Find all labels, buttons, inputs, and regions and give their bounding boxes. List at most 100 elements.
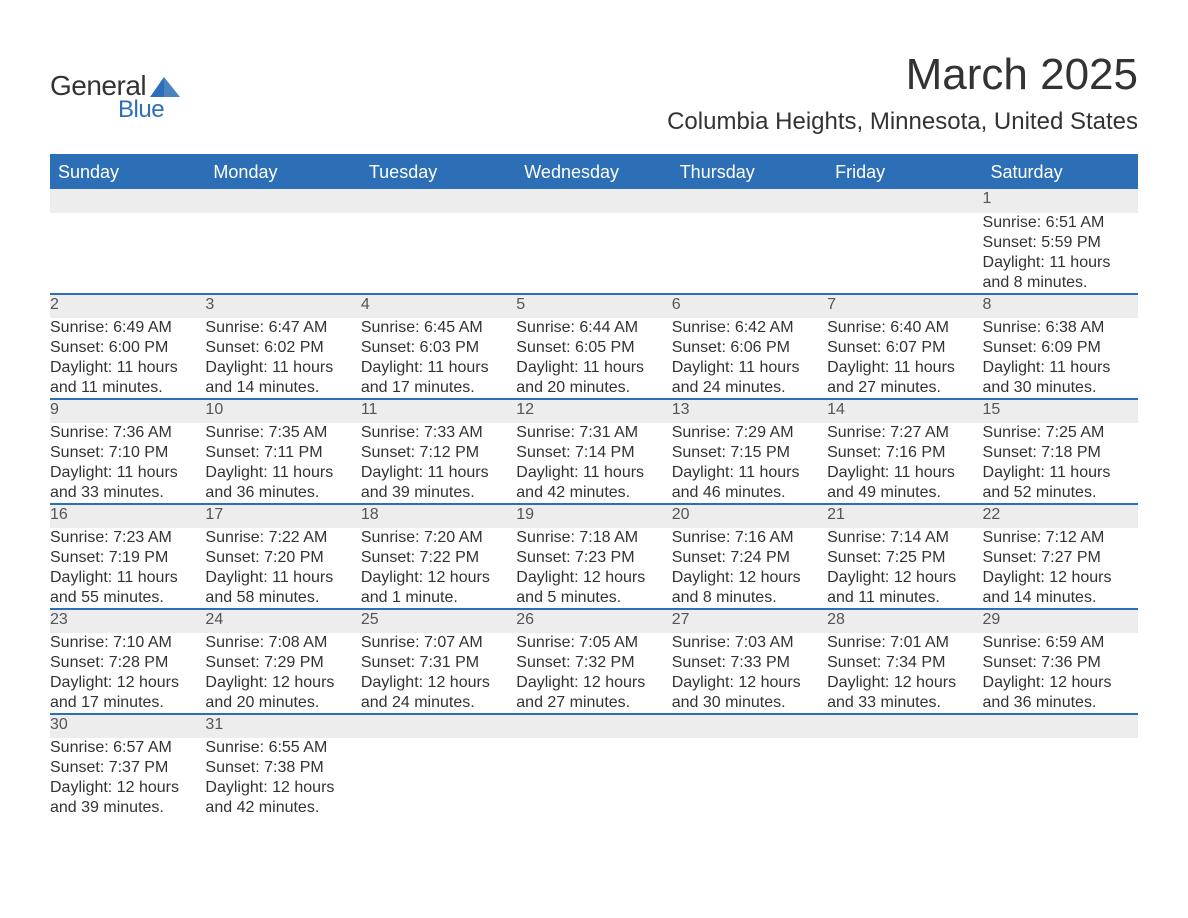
sunrise-line-value: 7:01 AM — [890, 634, 949, 651]
daylight-line-prefix: Daylight: — [983, 464, 1050, 481]
day-number-cell — [827, 714, 982, 738]
daylight-line-prefix: Daylight: — [50, 779, 117, 796]
sunrise-line: Sunrise: 7:33 AM — [361, 423, 516, 443]
sunset-line: Sunset: 7:20 PM — [205, 548, 360, 568]
day-number: 14 — [827, 401, 845, 418]
day-data-cell: Sunrise: 6:44 AMSunset: 6:05 PMDaylight:… — [516, 318, 671, 399]
daylight-line: Daylight: 12 hours and 17 minutes. — [50, 673, 205, 713]
day-data-cell: Sunrise: 6:40 AMSunset: 6:07 PMDaylight:… — [827, 318, 982, 399]
sunrise-line-prefix: Sunrise: — [672, 424, 735, 441]
daylight-line: Daylight: 11 hours and 24 minutes. — [672, 358, 827, 398]
sunset-line-value: 6:03 PM — [420, 339, 480, 356]
day-number-cell — [361, 714, 516, 738]
day-data-cell: Sunrise: 7:03 AMSunset: 7:33 PMDaylight:… — [672, 633, 827, 714]
day-number: 13 — [672, 401, 690, 418]
sunrise-line: Sunrise: 6:45 AM — [361, 318, 516, 338]
sunrise-line-value: 7:18 AM — [579, 529, 638, 546]
sunset-line: Sunset: 6:02 PM — [205, 338, 360, 358]
day-data-cell — [361, 738, 516, 818]
day-data-cell: Sunrise: 7:12 AMSunset: 7:27 PMDaylight:… — [983, 528, 1138, 609]
weekday-header-cell: Saturday — [983, 155, 1138, 189]
sunrise-line-prefix: Sunrise: — [983, 424, 1046, 441]
sunrise-line-value: 6:55 AM — [269, 739, 328, 756]
sunrise-line-prefix: Sunrise: — [205, 424, 268, 441]
sunset-line-value: 7:32 PM — [575, 654, 635, 671]
day-data-cell — [361, 213, 516, 294]
daydata-row: Sunrise: 6:51 AMSunset: 5:59 PMDaylight:… — [50, 213, 1138, 294]
daylight-line-prefix: Daylight: — [516, 569, 583, 586]
daylight-line-prefix: Daylight: — [983, 254, 1050, 271]
sunset-line-prefix: Sunset: — [205, 444, 264, 461]
sunset-line: Sunset: 7:11 PM — [205, 443, 360, 463]
sunset-line-value: 7:14 PM — [575, 444, 635, 461]
daylight-line-prefix: Daylight: — [827, 674, 894, 691]
sunset-line-prefix: Sunset: — [827, 339, 886, 356]
sunset-line-prefix: Sunset: — [827, 444, 886, 461]
sunrise-line-value: 7:20 AM — [424, 529, 483, 546]
day-number: 16 — [50, 506, 68, 523]
sunrise-line-value: 7:03 AM — [735, 634, 794, 651]
sunrise-line-value: 6:45 AM — [424, 319, 483, 336]
day-number: 24 — [205, 611, 223, 628]
daylight-line: Daylight: 11 hours and 11 minutes. — [50, 358, 205, 398]
sunset-line-value: 7:25 PM — [886, 549, 946, 566]
sunrise-line-prefix: Sunrise: — [983, 214, 1046, 231]
sunset-line-value: 7:19 PM — [109, 549, 169, 566]
sunrise-line: Sunrise: 7:29 AM — [672, 423, 827, 443]
sunset-line: Sunset: 7:32 PM — [516, 653, 671, 673]
day-data-cell: Sunrise: 7:08 AMSunset: 7:29 PMDaylight:… — [205, 633, 360, 714]
day-data-cell: Sunrise: 7:07 AMSunset: 7:31 PMDaylight:… — [361, 633, 516, 714]
day-number-cell: 26 — [516, 609, 671, 633]
day-number-cell: 3 — [205, 294, 360, 318]
sunrise-line: Sunrise: 7:01 AM — [827, 633, 982, 653]
sunrise-line: Sunrise: 7:31 AM — [516, 423, 671, 443]
sunrise-line: Sunrise: 6:38 AM — [983, 318, 1138, 338]
sunset-line-prefix: Sunset: — [361, 549, 420, 566]
day-number-cell — [672, 714, 827, 738]
daynum-row: 9101112131415 — [50, 399, 1138, 423]
day-number-cell: 21 — [827, 504, 982, 528]
daylight-line-prefix: Daylight: — [50, 674, 117, 691]
sunset-line: Sunset: 7:34 PM — [827, 653, 982, 673]
sunrise-line: Sunrise: 7:35 AM — [205, 423, 360, 443]
sunrise-line-prefix: Sunrise: — [827, 319, 890, 336]
daynum-row: 23242526272829 — [50, 609, 1138, 633]
daylight-line-prefix: Daylight: — [361, 359, 428, 376]
daylight-line: Daylight: 12 hours and 39 minutes. — [50, 778, 205, 818]
day-number-cell: 19 — [516, 504, 671, 528]
sunrise-line-prefix: Sunrise: — [516, 319, 579, 336]
sunset-line: Sunset: 6:09 PM — [983, 338, 1138, 358]
daylight-line: Daylight: 11 hours and 46 minutes. — [672, 463, 827, 503]
day-number-cell: 27 — [672, 609, 827, 633]
sunrise-line: Sunrise: 7:07 AM — [361, 633, 516, 653]
sunset-line-prefix: Sunset: — [983, 654, 1042, 671]
day-number-cell: 30 — [50, 714, 205, 738]
sunrise-line-value: 7:05 AM — [579, 634, 638, 651]
day-number: 2 — [50, 296, 59, 313]
sunrise-line-value: 7:29 AM — [735, 424, 794, 441]
sunrise-line-prefix: Sunrise: — [50, 319, 113, 336]
daylight-line: Daylight: 11 hours and 49 minutes. — [827, 463, 982, 503]
sunset-line-prefix: Sunset: — [361, 444, 420, 461]
daylight-line-prefix: Daylight: — [50, 569, 117, 586]
sunrise-line: Sunrise: 6:40 AM — [827, 318, 982, 338]
daylight-line-prefix: Daylight: — [672, 569, 739, 586]
daylight-line-prefix: Daylight: — [361, 674, 428, 691]
sunrise-line-prefix: Sunrise: — [827, 529, 890, 546]
sunrise-line: Sunrise: 6:51 AM — [983, 213, 1138, 233]
sunrise-line-value: 7:14 AM — [890, 529, 949, 546]
day-data-cell: Sunrise: 7:16 AMSunset: 7:24 PMDaylight:… — [672, 528, 827, 609]
day-data-cell: Sunrise: 6:59 AMSunset: 7:36 PMDaylight:… — [983, 633, 1138, 714]
day-data-cell — [672, 213, 827, 294]
sunset-line-value: 7:24 PM — [730, 549, 790, 566]
day-number-cell — [50, 189, 205, 213]
day-number-cell — [516, 189, 671, 213]
day-data-cell — [50, 213, 205, 294]
sunrise-line-prefix: Sunrise: — [361, 319, 424, 336]
daylight-line: Daylight: 12 hours and 20 minutes. — [205, 673, 360, 713]
sunrise-line-prefix: Sunrise: — [672, 529, 735, 546]
day-number-cell — [672, 189, 827, 213]
day-number: 10 — [205, 401, 223, 418]
sunset-line-prefix: Sunset: — [516, 339, 575, 356]
brand-text-blue: Blue — [118, 96, 164, 124]
